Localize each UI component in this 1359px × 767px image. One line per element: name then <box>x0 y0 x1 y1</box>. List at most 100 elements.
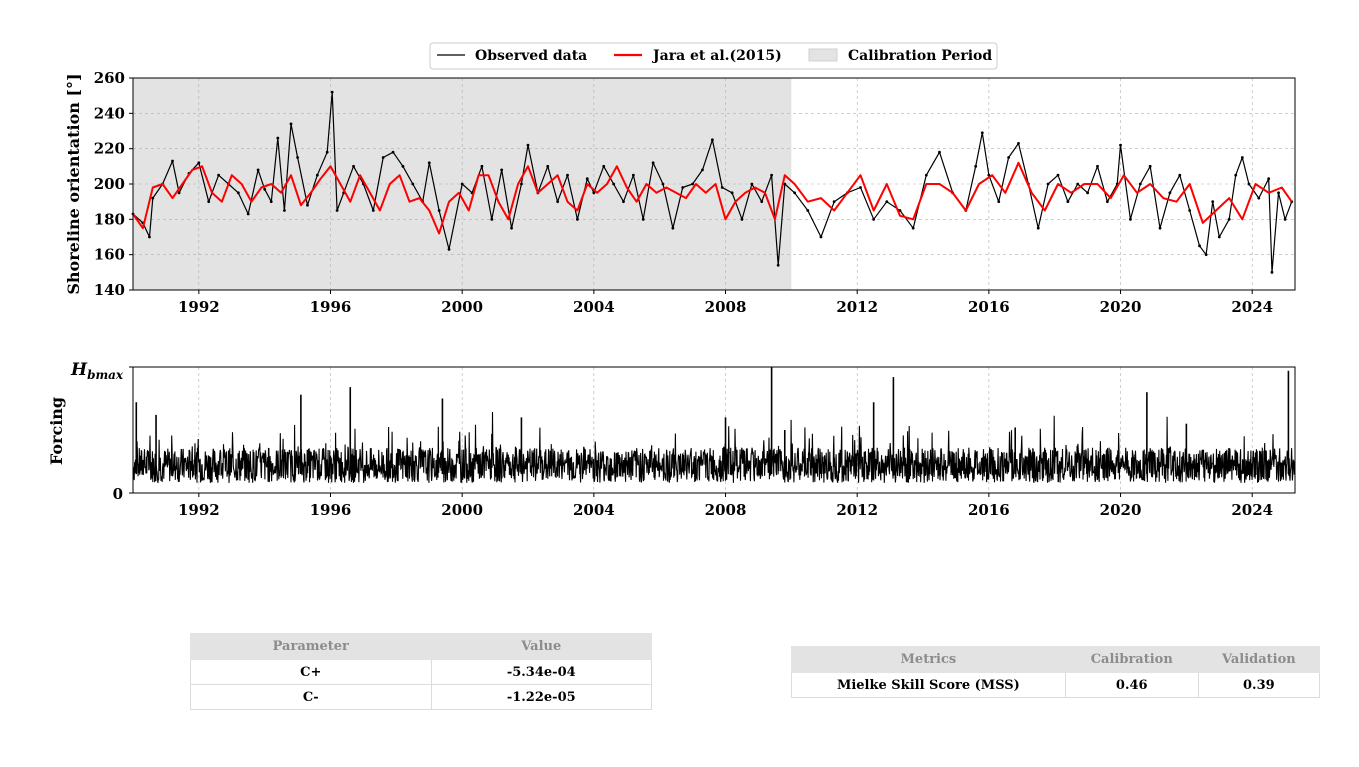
observed-point <box>1017 141 1020 145</box>
observed-point <box>325 150 329 154</box>
observed-point <box>371 209 375 212</box>
observed-point <box>938 150 941 154</box>
shoreline-y-axis-label: Shoreline orientation [°] <box>64 73 83 294</box>
observed-point <box>585 177 589 181</box>
observed-point <box>720 186 724 189</box>
x-tick-label: 2016 <box>968 501 1010 519</box>
x-tick-label: 2000 <box>441 298 483 316</box>
table-row: Mielke Skill Score (MSS) 0.46 0.39 <box>791 672 1321 698</box>
observed-point <box>148 235 151 239</box>
observed-point <box>872 217 876 221</box>
observed-point <box>776 263 780 267</box>
observed-point <box>1036 226 1040 230</box>
observed-point <box>236 191 240 195</box>
y-tick-label: 240 <box>94 104 125 122</box>
observed-point <box>1234 173 1238 177</box>
metrics-table: Metrics Calibration Validation Mielke Skil… <box>791 646 1321 698</box>
observed-point <box>480 164 484 168</box>
observed-point <box>1270 270 1274 274</box>
legend-model-label: Jara et al.(2015) <box>651 48 782 64</box>
x-tick-label: 2012 <box>836 501 878 519</box>
observed-point <box>335 209 339 212</box>
x-tick-label: 2000 <box>441 501 483 519</box>
y-tick-label: 200 <box>94 175 125 193</box>
observed-point <box>661 182 665 186</box>
legend-calibration-label: Calibration Period <box>848 48 992 64</box>
table-header-cell: Validation <box>1197 646 1321 673</box>
forcing-y-axis-label: Forcing <box>47 397 66 465</box>
observed-point <box>760 200 764 204</box>
observed-point <box>1056 173 1060 177</box>
forcing-y-tick-hbmax: Hbmax <box>70 360 124 382</box>
observed-point <box>306 203 309 207</box>
y-tick-label: 140 <box>94 281 125 299</box>
observed-point <box>885 200 889 204</box>
y-tick-label: 260 <box>94 69 125 87</box>
parameter-table-header: Parameter Value <box>190 633 653 660</box>
observed-point <box>974 164 978 168</box>
observed-point <box>256 168 260 172</box>
metrics-table-header: Metrics Calibration Validation <box>791 646 1321 673</box>
table-header-cell: Calibration <box>1064 646 1199 673</box>
observed-point <box>1007 156 1011 159</box>
observed-point <box>1198 244 1201 248</box>
y-tick-label: 220 <box>94 140 125 158</box>
observed-point <box>730 191 734 195</box>
table-cell: -1.22e-05 <box>430 684 653 710</box>
x-tick-label: 2020 <box>1100 298 1142 316</box>
x-tick-label: 1992 <box>178 298 220 316</box>
observed-point <box>1119 143 1122 147</box>
observed-point <box>770 173 774 177</box>
observed-point <box>819 235 823 239</box>
legend-box <box>429 42 998 70</box>
observed-point <box>217 173 220 177</box>
observed-point <box>832 200 836 204</box>
observed-point <box>1138 182 1142 186</box>
model-line <box>132 161 1293 235</box>
table-cell: 0.46 <box>1064 672 1199 698</box>
observed-point <box>315 173 319 177</box>
forcing-y-tick-zero: 0 <box>113 485 123 503</box>
observed-point <box>701 168 704 172</box>
x-tick-label: 2004 <box>573 501 615 519</box>
observed-point <box>151 196 155 200</box>
observed-point <box>296 156 299 159</box>
observed-point <box>1066 200 1070 204</box>
observed-point <box>592 191 596 195</box>
observed-point <box>898 209 902 212</box>
observed-point <box>401 164 405 168</box>
observed-point <box>490 217 494 221</box>
observed-point <box>750 182 754 186</box>
observed-point <box>740 217 744 221</box>
observed-point <box>330 90 334 94</box>
observed-point <box>437 209 441 212</box>
chart-legend: Observed data Jara et al.(2015) Calibrat… <box>429 42 998 70</box>
table-cell: C+ <box>190 659 432 685</box>
table-cell: C- <box>190 684 432 710</box>
observed-point <box>566 173 569 177</box>
x-tick-label: 2004 <box>573 298 615 316</box>
observed-point <box>783 182 787 186</box>
observed-point <box>177 191 181 195</box>
observed-point <box>641 217 645 221</box>
y-tick-label: 180 <box>94 210 125 228</box>
observed-point <box>859 186 862 189</box>
observed-point <box>1227 217 1231 221</box>
observed-point <box>1257 196 1261 200</box>
observed-point <box>289 122 293 126</box>
observed-point <box>575 217 579 221</box>
observed-point <box>520 182 523 186</box>
x-tick-label: 2024 <box>1231 501 1273 519</box>
observed-point <box>197 161 201 165</box>
observed-point <box>1240 156 1244 159</box>
observed-point <box>1283 217 1287 221</box>
observed-point <box>1076 182 1080 186</box>
observed-point <box>246 212 250 216</box>
observed-point <box>510 226 513 230</box>
observed-point <box>381 156 385 159</box>
x-tick-label: 2020 <box>1100 501 1142 519</box>
table-header-cell: Metrics <box>791 646 1066 673</box>
observed-point <box>924 173 928 177</box>
observed-point <box>671 226 675 230</box>
